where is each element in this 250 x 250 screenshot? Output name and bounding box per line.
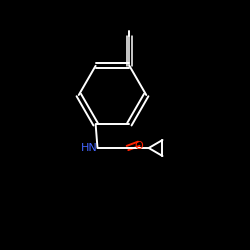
Text: HN: HN: [80, 143, 97, 153]
Text: O: O: [134, 141, 143, 151]
